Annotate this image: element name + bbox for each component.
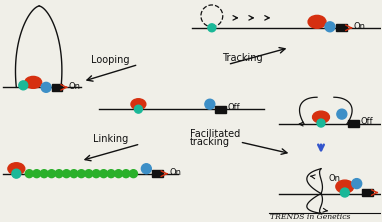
Circle shape <box>92 170 100 178</box>
Text: Off: Off <box>228 103 240 112</box>
Circle shape <box>12 169 21 178</box>
Text: Off: Off <box>361 117 373 126</box>
Bar <box>337 24 347 31</box>
Text: tracking: tracking <box>190 137 230 147</box>
Circle shape <box>55 170 63 178</box>
Circle shape <box>141 164 151 174</box>
Ellipse shape <box>336 180 354 193</box>
Circle shape <box>122 170 130 178</box>
Circle shape <box>340 188 349 197</box>
Text: Looping: Looping <box>91 55 130 65</box>
Circle shape <box>107 170 115 178</box>
Ellipse shape <box>312 111 329 123</box>
Circle shape <box>25 170 33 178</box>
Circle shape <box>325 22 335 32</box>
Circle shape <box>317 119 325 127</box>
Bar <box>348 120 359 127</box>
Circle shape <box>129 170 138 178</box>
Circle shape <box>208 24 216 32</box>
Circle shape <box>205 99 215 109</box>
Circle shape <box>115 170 123 178</box>
Ellipse shape <box>308 15 326 28</box>
Circle shape <box>70 170 78 178</box>
Circle shape <box>19 81 28 90</box>
Circle shape <box>100 170 108 178</box>
Circle shape <box>134 105 142 113</box>
Ellipse shape <box>25 76 42 88</box>
Text: On: On <box>69 82 81 91</box>
Circle shape <box>85 170 93 178</box>
Bar <box>152 170 163 177</box>
Circle shape <box>40 170 48 178</box>
Ellipse shape <box>131 99 146 110</box>
Text: TRENDS in Genetics: TRENDS in Genetics <box>270 213 351 221</box>
Bar <box>52 84 63 91</box>
Circle shape <box>337 109 347 119</box>
Text: Tracking: Tracking <box>222 53 262 63</box>
Circle shape <box>33 170 40 178</box>
Text: On: On <box>329 174 341 183</box>
Text: On: On <box>354 22 366 31</box>
Text: Facilitated: Facilitated <box>190 129 240 139</box>
Circle shape <box>41 82 51 92</box>
Circle shape <box>48 170 55 178</box>
Text: Linking: Linking <box>93 134 128 144</box>
Bar <box>215 106 226 113</box>
Ellipse shape <box>8 163 25 175</box>
Circle shape <box>63 170 70 178</box>
Circle shape <box>352 179 362 188</box>
Text: On: On <box>169 168 181 177</box>
Bar <box>362 189 373 196</box>
Circle shape <box>78 170 85 178</box>
